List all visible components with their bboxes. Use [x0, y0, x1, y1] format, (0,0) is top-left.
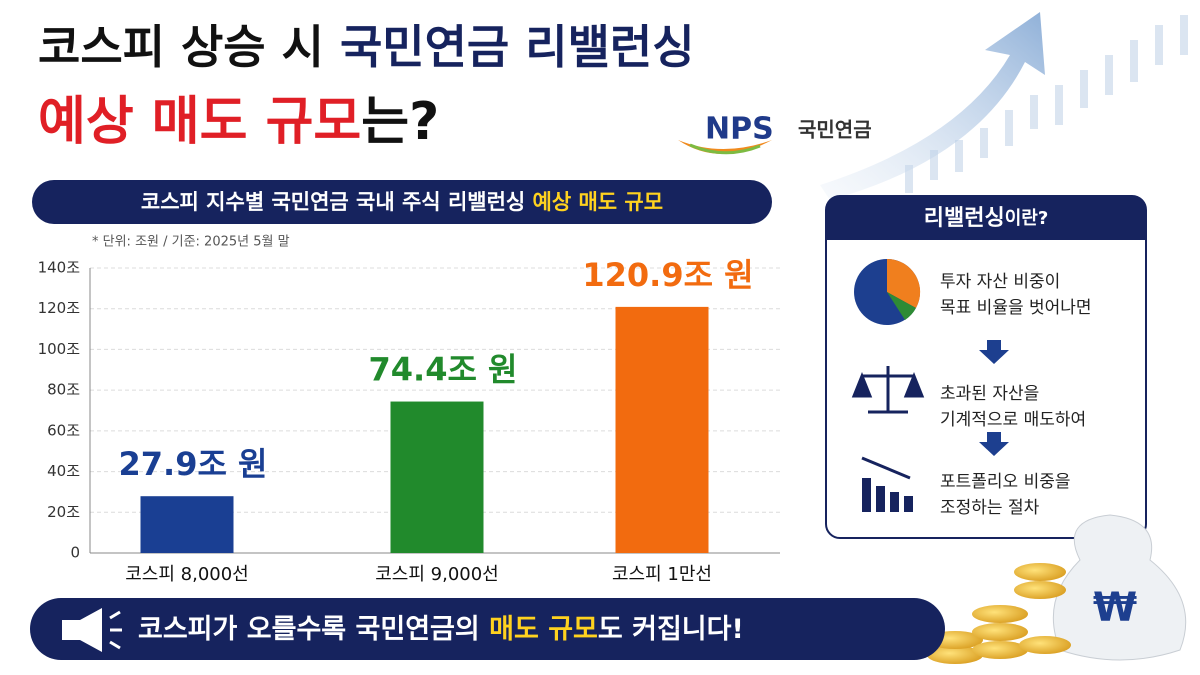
y-tick-label: 40조 [47, 462, 80, 480]
y-tick-label: 140조 [38, 259, 81, 277]
y-tick-label: 80조 [47, 381, 80, 399]
banner-part: 코스피가 오를수록 국민연금의 [138, 614, 489, 645]
step-text: 포트폴리오 비중을 [940, 472, 1071, 492]
value-label: 74.4조 원 [369, 351, 518, 389]
scale-icon [851, 366, 925, 414]
x-tick-label: 코스피 9,000선 [375, 564, 499, 585]
chart-title-highlight: 예상 매도 규모 [533, 190, 664, 214]
banner-part: 도 커집니다! [598, 614, 744, 645]
bar [615, 306, 709, 553]
banner-text: 코스피가 오를수록 국민연금의 매도 규모도 커집니다! [138, 614, 744, 645]
y-tick-label: 120조 [38, 299, 81, 317]
decor-candles [905, 15, 1188, 193]
chart-note: * 단위: 조원 / 기준: 2025년 5월 말 [92, 235, 290, 250]
value-label: 27.9조 원 [119, 445, 268, 483]
megaphone-icon [62, 608, 122, 652]
bar [140, 496, 234, 553]
logo-swoosh [689, 143, 761, 155]
x-tick-label: 코스피 1만선 [612, 564, 712, 585]
step-arrow [979, 340, 1009, 364]
title-part: 는? [361, 92, 439, 152]
step-text: 초과된 자산을 [940, 384, 1039, 404]
money-decor: ₩ [927, 514, 1187, 664]
sidebar-title-part: 리밸런싱 [924, 206, 1005, 231]
chart-title-bg [32, 180, 772, 224]
title-line1: 코스피 상승 시 국민연금 리밸런싱 [38, 20, 695, 74]
sidebar-title: 리밸런싱이란? [924, 206, 1049, 231]
title-highlight: 예상 매도 규모 [38, 92, 361, 152]
decor-arrow [820, 12, 1045, 200]
y-tick-label: 20조 [47, 503, 80, 521]
bar [390, 401, 484, 553]
logo-text: 국민연금 [798, 118, 872, 142]
won-symbol: ₩ [1093, 585, 1137, 631]
banner-highlight: 매도 규모 [489, 614, 598, 645]
y-tick-label: 0 [70, 544, 80, 562]
title-line2: 예상 매도 규모는? [38, 92, 439, 152]
value-label: 120.9조 원 [582, 256, 753, 294]
bars-icon [861, 456, 913, 512]
banner-bg [30, 598, 945, 660]
sidebar-header [826, 196, 1146, 240]
x-tick-label: 코스피 8,000선 [125, 564, 249, 585]
y-tick-label: 60조 [47, 421, 80, 439]
chart-title: 코스피 지수별 국민연금 국내 주식 리밸런싱 예상 매도 규모 [141, 190, 663, 214]
step-text: 투자 자산 비중이 [940, 272, 1060, 292]
title-part: 코스피 상승 시 [38, 20, 340, 74]
pie-icon [854, 258, 921, 325]
y-tick-label: 100조 [38, 340, 81, 358]
step-text: 목표 비율을 벗어나면 [940, 298, 1092, 318]
title-highlight: 국민연금 리밸런싱 [340, 20, 695, 74]
step-arrow [979, 432, 1009, 456]
logo: NPS [705, 112, 774, 147]
sidebar-title-part: 이란? [1005, 208, 1049, 229]
step-text: 조정하는 절차 [940, 498, 1040, 518]
step-text: 기계적으로 매도하여 [940, 410, 1086, 430]
chart-title-part: 코스피 지수별 국민연금 국내 주식 리밸런싱 [141, 190, 533, 214]
